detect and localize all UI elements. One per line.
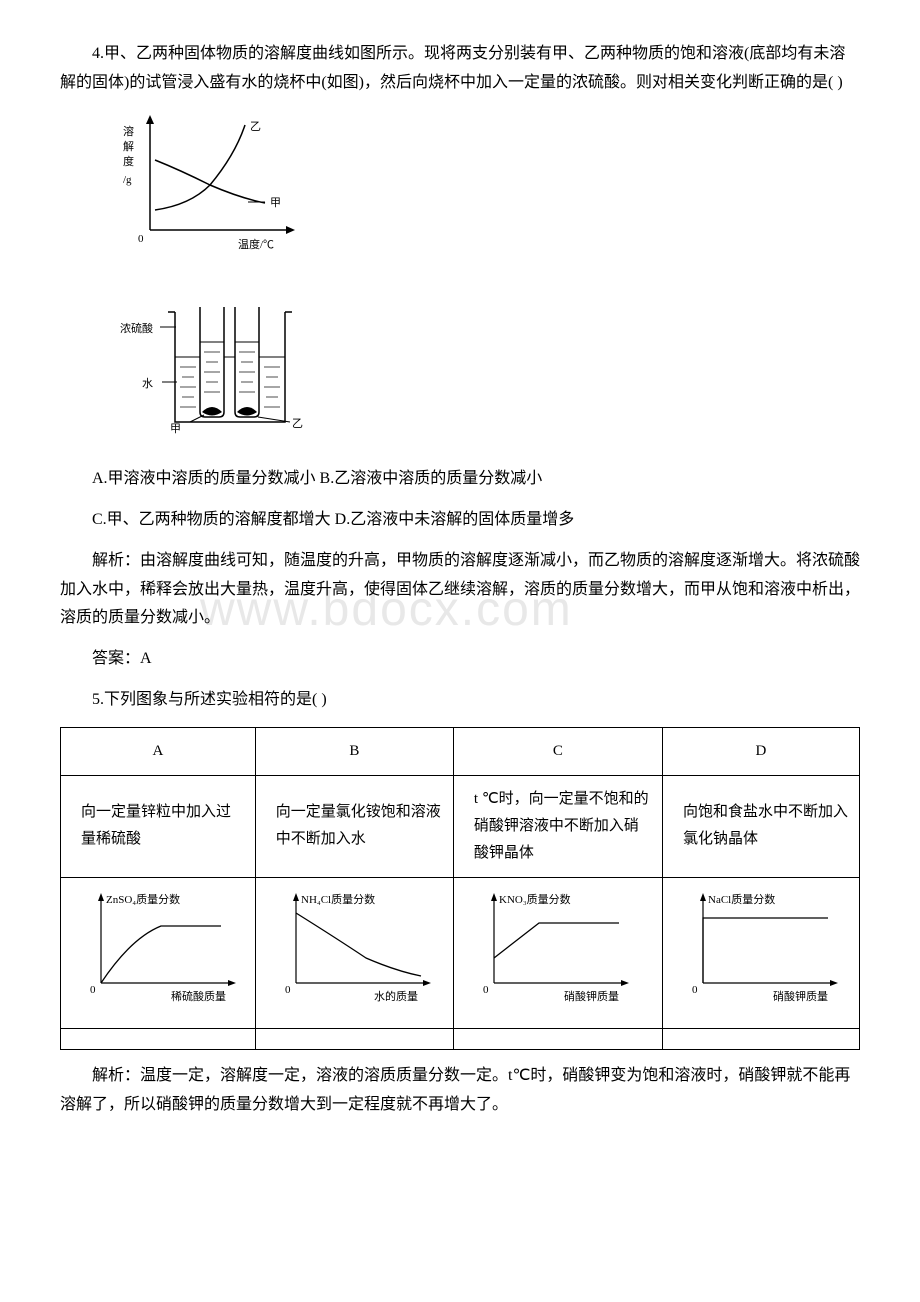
q4-options-line1: A.甲溶液中溶质的质量分数减小 B.乙溶液中溶质的质量分数减小 (60, 465, 860, 494)
y-axis-char1: 溶 (123, 124, 134, 138)
beaker-label-acid: 浓硫酸 (120, 321, 153, 335)
thumb-c-xlabel: 硝酸钾质量 (564, 989, 619, 1003)
thumb-c-ylabel: KNO₃质量分数 (499, 893, 571, 906)
thumb-c-origin: 0 (483, 984, 489, 996)
beaker-label-water: 水 (142, 377, 153, 390)
q4-beaker-figure: 浓硫酸 水 甲 乙 (120, 282, 860, 453)
beaker-label-jia: 甲 (170, 423, 181, 435)
thumb-b-ylabel: NH₄Cl质量分数 (301, 893, 375, 906)
q4-curve-figure: 溶 解 度 /g 温度/℃ 0 乙 甲 (120, 110, 860, 271)
y-axis-unit: /g (123, 174, 132, 186)
table-row: 向一定量锌粒中加入过量稀硫酸 向一定量氯化铵饱和溶液中不断加入水 t ℃时，向一… (61, 775, 860, 877)
empty-cell (61, 1028, 256, 1049)
y-axis-char2: 解 (123, 139, 134, 153)
table-row (61, 1028, 860, 1049)
q4-text: 4.甲、乙两种固体物质的溶解度曲线如图所示。现将两支分别装有甲、乙两种物质的饱和… (60, 40, 860, 98)
thumb-c: KNO₃质量分数 硝酸钾质量 0 (453, 877, 662, 1028)
thumb-b: NH₄Cl质量分数 水的质量 0 (255, 877, 453, 1028)
origin-label: 0 (138, 233, 144, 245)
thumb-d: NaCl质量分数 硝酸钾质量 0 (662, 877, 859, 1028)
q4-answer: 答案：A (60, 645, 860, 674)
header-d: D (662, 727, 859, 775)
empty-cell (255, 1028, 453, 1049)
thumb-b-xlabel: 水的质量 (374, 989, 418, 1003)
q5-explanation: 解析：温度一定，溶解度一定，溶液的溶质质量分数一定。t℃时，硝酸钾变为饱和溶液时… (60, 1062, 860, 1120)
desc-a: 向一定量锌粒中加入过量稀硫酸 (61, 775, 256, 877)
thumb-a-origin: 0 (90, 984, 96, 996)
desc-b: 向一定量氯化铵饱和溶液中不断加入水 (255, 775, 453, 877)
thumb-d-origin: 0 (692, 984, 698, 996)
thumb-d-ylabel: NaCl质量分数 (708, 893, 775, 906)
thumb-a-ylabel: ZnSO₄质量分数 (106, 893, 180, 906)
y-axis-char3: 度 (123, 154, 134, 168)
header-a: A (61, 727, 256, 775)
empty-cell (662, 1028, 859, 1049)
thumb-d-xlabel: 硝酸钾质量 (773, 989, 828, 1003)
q4-explanation: 解析：由溶解度曲线可知，随温度的升高，甲物质的溶解度逐渐减小，而乙物质的溶解度逐… (60, 547, 860, 633)
table-row: A B C D (61, 727, 860, 775)
thumb-a-xlabel: 稀硫酸质量 (171, 989, 226, 1003)
curve-jia-label: 甲 (270, 197, 281, 209)
empty-cell (453, 1028, 662, 1049)
q5-table: A B C D 向一定量锌粒中加入过量稀硫酸 向一定量氯化铵饱和溶液中不断加入水… (60, 727, 860, 1050)
desc-d: 向饱和食盐水中不断加入氯化钠晶体 (662, 775, 859, 877)
beaker-label-yi: 乙 (292, 417, 303, 430)
header-c: C (453, 727, 662, 775)
q4-options-line2: C.甲、乙两种物质的溶解度都增大 D.乙溶液中未溶解的固体质量增多 (60, 506, 860, 535)
table-row: ZnSO₄质量分数 稀硫酸质量 0 NH₄Cl质量分数 水的质量 0 (61, 877, 860, 1028)
curve-yi-label: 乙 (250, 120, 261, 133)
x-axis-label: 温度/℃ (238, 237, 274, 251)
desc-c: t ℃时，向一定量不饱和的硝酸钾溶液中不断加入硝酸钾晶体 (453, 775, 662, 877)
thumb-a: ZnSO₄质量分数 稀硫酸质量 0 (61, 877, 256, 1028)
q5-text: 5.下列图象与所述实验相符的是( ) (60, 686, 860, 715)
thumb-b-origin: 0 (285, 984, 291, 996)
header-b: B (255, 727, 453, 775)
